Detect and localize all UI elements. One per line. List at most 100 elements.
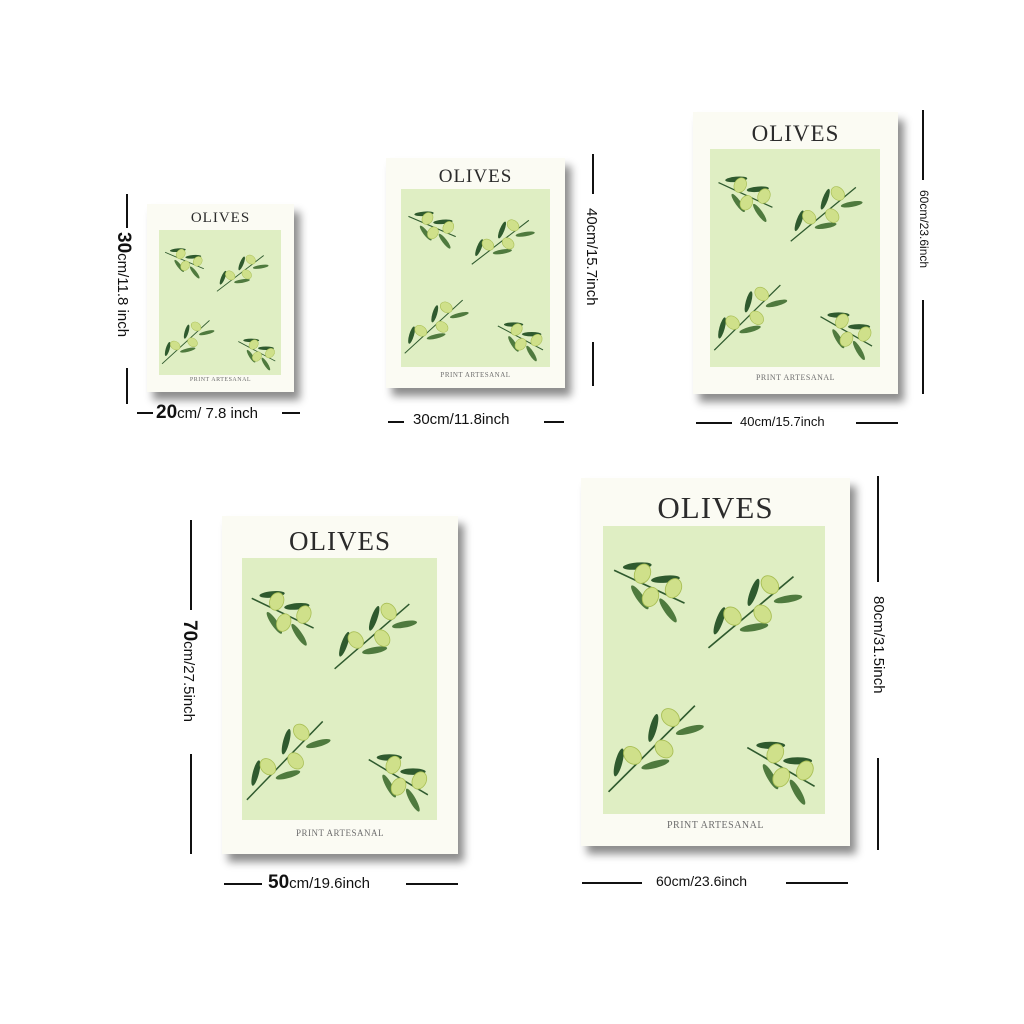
leaf-shape [426,333,446,340]
olive-fruit [245,254,256,265]
leaf-shape [275,770,301,780]
olive-branch [790,186,863,242]
leaf-shape [368,605,380,631]
leaf-shape [408,326,415,344]
height-label-50x70: 70cm/27.5inch [178,620,200,722]
dim-number: 20 [156,402,178,423]
olive-fruit [664,578,683,599]
olive-branch [471,219,535,265]
leaf-shape [392,620,418,629]
width-line-right [282,412,300,414]
olive-illustration [404,211,544,362]
dim-unit: 40cm/15.7inch [740,414,825,429]
poster-20x30: OLIVES PRINT ARTESANAL [147,204,294,392]
leaf-shape [492,249,512,255]
leaf-shape [659,598,677,623]
height-label-30x40: 40cm/15.7inch [583,208,600,306]
olive-branch [613,562,685,623]
height-line-bottom [592,342,594,386]
olive-fruit [411,771,428,790]
olive-fruit [439,301,453,314]
dim-number: 30 [113,232,134,254]
leaf-shape [449,311,469,319]
olive-fruit [766,743,785,764]
width-label-50x70: 50cm/19.6inch [268,872,370,894]
dim-unit: 80cm/31.5inch [870,596,887,694]
width-label-60x80: 60cm/23.6inch [656,873,747,889]
dim-unit: cm/ 7.8 inch [177,405,259,422]
olive-illustration [607,562,816,805]
olive-branch [238,338,276,371]
olive-fruit [390,777,407,796]
olive-fruit [641,586,660,608]
olive-fruit [427,226,439,240]
olive-fruit [269,592,285,611]
olive-branch [216,254,269,292]
poster-title: OLIVES [190,210,251,226]
leaf-shape [739,623,769,632]
width-line-left [388,421,404,423]
width-line-left [582,882,642,884]
olive-fruit [510,323,523,336]
leaf-shape [431,305,439,323]
leaf-shape [180,347,196,353]
olive-fruit [293,723,310,741]
olive-fruit [414,325,428,337]
dim-unit: 40cm/15.7inch [583,208,600,306]
olive-fruit [725,315,740,330]
dim-unit: 60cm/23.6inch [656,873,748,889]
leaf-shape [613,748,624,777]
height-line-top [592,154,594,194]
olive-fruit [435,321,449,333]
dim-unit: cm/27.5inch [180,641,197,723]
height-label-20x30: 30cm/11.8 inch [112,232,134,337]
leaf-shape [765,299,788,308]
height-line-bottom [877,758,879,850]
leaf-shape [251,760,261,786]
olive-fruit [187,337,198,347]
poster-title: OLIVES [438,166,513,187]
olive-fruit [514,338,527,351]
olive-branch [368,754,429,812]
olive-fruit [654,739,674,759]
width-line-right [544,421,564,423]
olive-fruit [530,333,543,347]
leaf-shape [675,724,704,736]
olive-fruit [733,177,747,193]
leaf-shape [238,256,245,271]
olive-fruit [796,760,814,781]
olive-fruit [749,310,764,325]
olive-branch [404,299,469,354]
leaf-shape [199,330,215,336]
leaf-shape [183,324,190,339]
leaf-shape [747,578,760,606]
olive-fruit [192,256,203,267]
leaf-shape [773,594,803,604]
leaf-shape [306,738,331,749]
olive-branch [497,322,544,362]
poster-footer: PRINT ARTESANAL [295,828,385,838]
olive-fruit [633,563,652,584]
height-line-top [190,520,192,610]
olive-fruit [739,195,753,211]
leaf-shape [814,222,837,230]
leaf-shape [789,779,806,805]
olive-fruit [802,209,817,225]
olive-branch [707,575,803,649]
leaf-shape [475,239,484,257]
width-line-left [137,412,153,414]
width-line-left [696,422,732,424]
olive-fruit [276,613,292,632]
olive-fruit [754,286,769,302]
olive-artwork [242,558,437,820]
leaf-shape [339,631,350,657]
olive-fruit [723,606,742,626]
olive-branch [408,211,456,249]
height-line-top [126,194,128,228]
leaf-shape [281,729,291,755]
olive-branch [161,320,215,365]
poster-30x40: OLIVES PRINT ARTESANAL [386,158,565,388]
height-line-top [877,476,879,582]
leaf-shape [744,291,753,313]
width-label-20x30: 20cm/ 7.8 inch [156,402,258,424]
